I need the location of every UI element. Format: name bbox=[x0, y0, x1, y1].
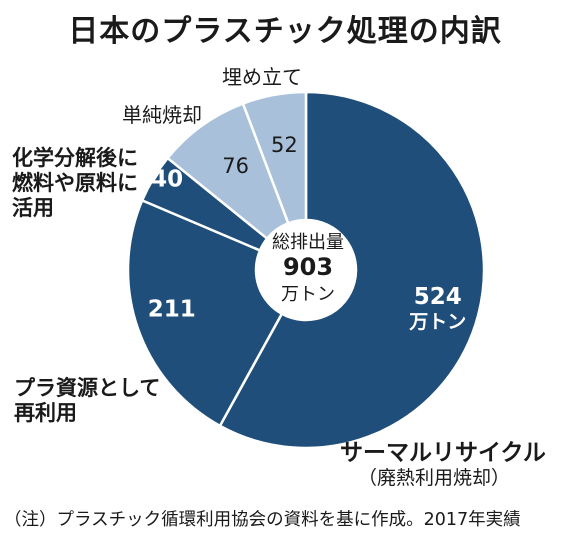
label-thermal-main: サーマルリサイクル bbox=[340, 440, 546, 466]
center-total: 903 bbox=[282, 253, 334, 281]
value-label-thermal-unit: 万トン bbox=[408, 311, 466, 333]
value-label-chemical: 40 bbox=[151, 167, 183, 193]
center-line1: 総排出量 bbox=[272, 232, 344, 253]
label-chemical-line1: 化学分解後に bbox=[12, 146, 138, 170]
slice-thermal bbox=[218, 90, 486, 450]
label-material-line2: 再利用 bbox=[14, 400, 77, 425]
slice-material bbox=[126, 198, 284, 428]
center-label: 総排出量 903 万トン bbox=[258, 228, 358, 306]
value-label-landfill: 52 bbox=[271, 133, 298, 157]
value-label-material: 211 bbox=[148, 296, 196, 322]
center-unit: 万トン bbox=[281, 284, 335, 306]
label-thermal-sub: （廃熱利用焼却） bbox=[358, 467, 511, 490]
label-thermal: サーマルリサイクル （廃熱利用焼却） bbox=[340, 440, 546, 490]
label-incineration: 単純焼却 bbox=[122, 103, 202, 127]
label-material: プラ資源として 再利用 bbox=[14, 376, 160, 426]
value-label-incineration: 76 bbox=[222, 154, 249, 178]
source-note: （注）プラスチック循環利用協会の資料を基に作成。2017年実績 bbox=[4, 510, 521, 530]
label-chemical-line2: 燃料や原料に bbox=[12, 170, 138, 195]
label-material-line1: プラ資源として bbox=[14, 376, 161, 400]
label-landfill: 埋め立て bbox=[222, 65, 302, 89]
label-chemical-line3: 活用 bbox=[12, 195, 54, 220]
label-chemical: 化学分解後に 燃料や原料に 活用 bbox=[12, 146, 138, 220]
value-label-thermal: 524 bbox=[414, 284, 462, 310]
slice-landfill bbox=[241, 90, 308, 225]
chart-title: 日本のプラスチック処理の内訳 bbox=[68, 14, 502, 49]
